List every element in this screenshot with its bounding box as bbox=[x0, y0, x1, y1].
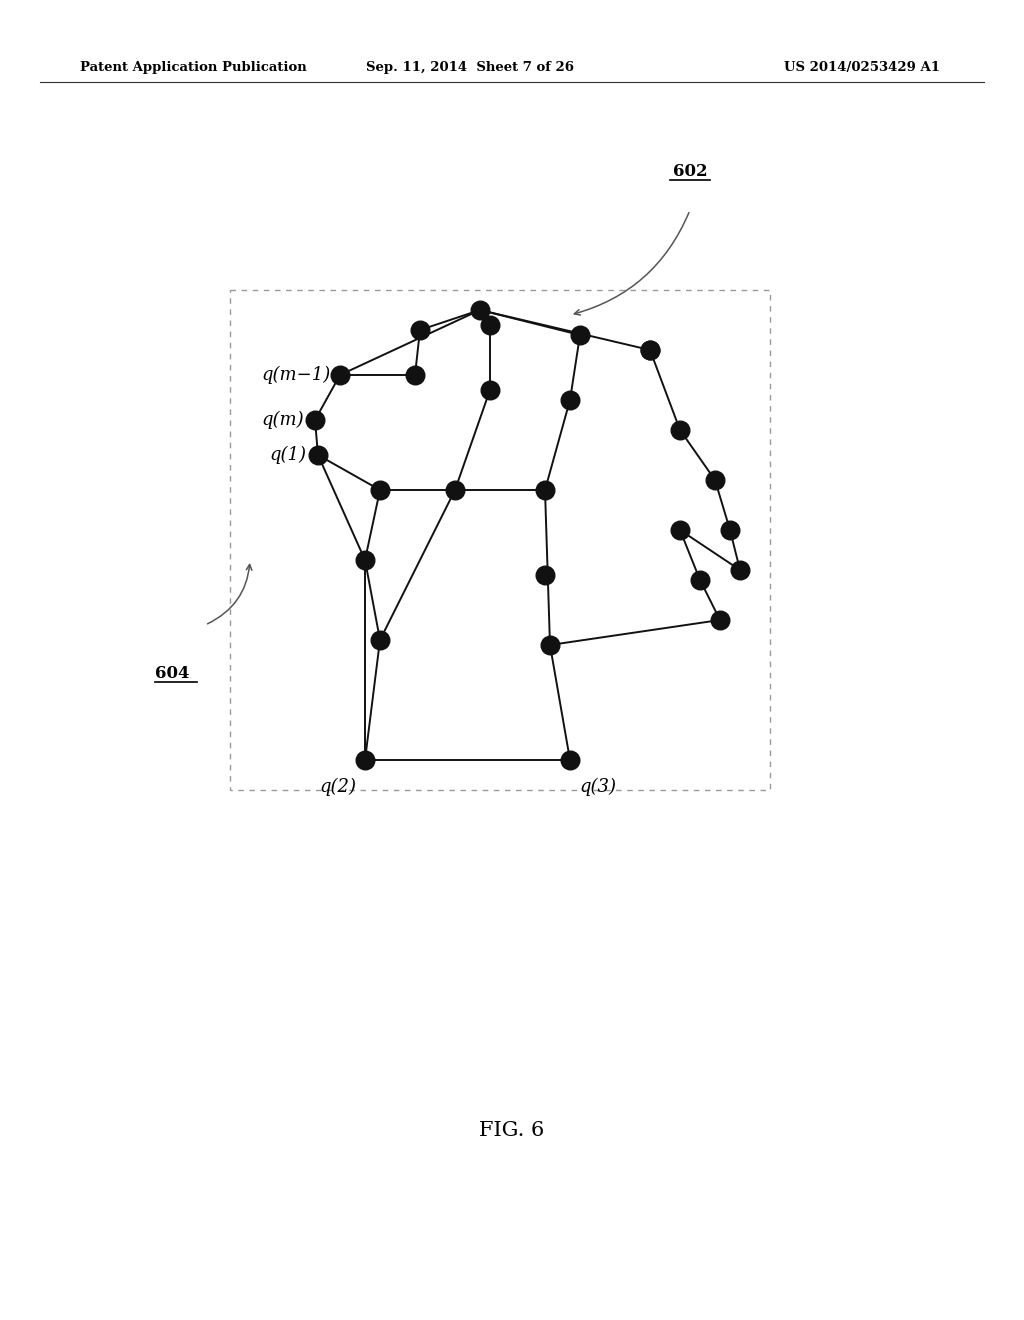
Point bbox=[412, 319, 428, 341]
Point bbox=[562, 389, 579, 411]
Point bbox=[732, 560, 749, 581]
Text: 604: 604 bbox=[155, 665, 189, 682]
Point bbox=[472, 300, 488, 321]
Point bbox=[356, 549, 373, 570]
Point bbox=[712, 610, 728, 631]
Text: 602: 602 bbox=[673, 162, 708, 180]
Point bbox=[692, 569, 709, 590]
Point bbox=[672, 520, 688, 541]
Point bbox=[372, 630, 388, 651]
Point bbox=[482, 314, 499, 335]
Text: FIG. 6: FIG. 6 bbox=[479, 1121, 545, 1139]
Point bbox=[446, 479, 463, 500]
Point bbox=[707, 470, 723, 491]
Point bbox=[332, 364, 348, 385]
Text: Patent Application Publication: Patent Application Publication bbox=[80, 62, 307, 74]
Point bbox=[537, 479, 553, 500]
Point bbox=[407, 364, 423, 385]
Bar bbox=[230, 290, 770, 789]
Point bbox=[542, 635, 558, 656]
Point bbox=[642, 339, 658, 360]
Text: q(2): q(2) bbox=[319, 777, 356, 796]
Point bbox=[571, 325, 588, 346]
Text: q(m−1): q(m−1) bbox=[262, 366, 331, 384]
Text: q(1): q(1) bbox=[269, 446, 306, 465]
Point bbox=[562, 750, 579, 771]
Point bbox=[672, 420, 688, 441]
Point bbox=[537, 565, 553, 586]
Text: q(3): q(3) bbox=[579, 777, 616, 796]
Text: q(m): q(m) bbox=[261, 411, 304, 429]
Point bbox=[372, 479, 388, 500]
Text: Sep. 11, 2014  Sheet 7 of 26: Sep. 11, 2014 Sheet 7 of 26 bbox=[366, 62, 574, 74]
Point bbox=[642, 339, 658, 360]
Text: US 2014/0253429 A1: US 2014/0253429 A1 bbox=[784, 62, 940, 74]
Point bbox=[307, 409, 324, 430]
Point bbox=[482, 379, 499, 400]
Point bbox=[310, 445, 327, 466]
Point bbox=[722, 520, 738, 541]
Point bbox=[356, 750, 373, 771]
